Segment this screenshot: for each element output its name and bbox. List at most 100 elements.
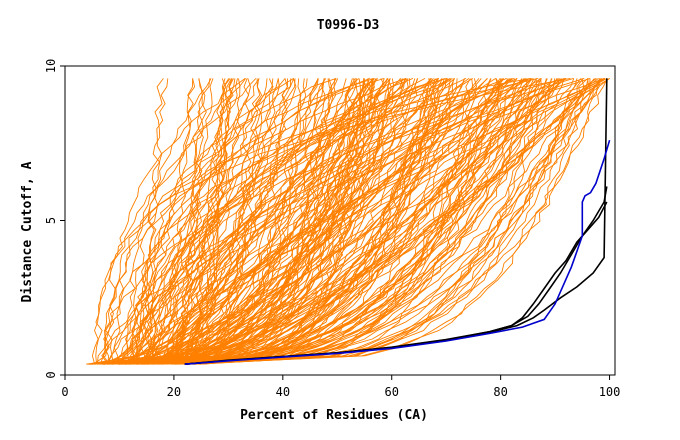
orange-curve (191, 78, 288, 365)
x-tick-label: 20 (167, 385, 181, 399)
orange-curve (138, 78, 263, 365)
orange-curve (147, 78, 560, 365)
orange-curve (202, 78, 455, 365)
orange-curve (126, 78, 194, 365)
orange-curve (185, 78, 499, 365)
x-axis-ticks: 0 20 40 60 80 100 (61, 375, 620, 399)
x-tick-label: 60 (385, 385, 399, 399)
orange-curve (153, 78, 426, 365)
orange-curve (146, 78, 589, 365)
chart-title: T0996-D3 (317, 18, 380, 33)
orange-curve (162, 78, 233, 365)
orange-curve (121, 78, 449, 365)
orange-curve (99, 78, 247, 365)
orange-curve (134, 77, 370, 365)
orange-curve (174, 77, 566, 365)
orange-curve (92, 78, 226, 365)
orange-curve (99, 78, 416, 365)
orange-curve (118, 78, 389, 365)
x-tick-label: 100 (599, 385, 621, 399)
orange-curve (194, 78, 552, 365)
orange-curve (154, 78, 409, 365)
orange-curve (86, 78, 375, 365)
orange-curve (116, 78, 250, 365)
orange-curve (150, 78, 407, 365)
orange-curve (188, 78, 591, 365)
y-tick-label: 0 (44, 371, 58, 378)
orange-curve (133, 78, 411, 365)
orange-curve (101, 77, 414, 365)
orange-curve (102, 78, 169, 365)
orange-curve (109, 78, 526, 365)
orange-curve (104, 78, 542, 365)
orange-curve (136, 78, 608, 365)
orange-curve (136, 78, 365, 365)
orange-curve (189, 78, 288, 365)
orange-curve (96, 77, 518, 365)
orange-curve (180, 78, 528, 365)
orange-curve (150, 77, 507, 365)
orange-curve (144, 78, 542, 365)
orange-curve (183, 78, 365, 365)
orange-curve (138, 78, 365, 365)
orange-curve (86, 78, 585, 365)
orange-curve (102, 78, 601, 365)
orange-curve (112, 78, 203, 365)
orange-curve (153, 78, 359, 365)
orange-curve (178, 78, 214, 365)
x-axis-label: Percent of Residues (CA) (240, 408, 428, 423)
orange-curve (146, 78, 297, 365)
orange-curve (111, 78, 537, 365)
orange-curve (144, 78, 274, 365)
orange-curve (174, 78, 308, 365)
orange-curve (118, 78, 589, 365)
orange-curve (140, 78, 471, 365)
orange-curve (106, 78, 516, 365)
orange-curve (178, 78, 480, 365)
orange-curve (192, 78, 548, 365)
orange-curve (125, 78, 555, 365)
orange-curve (130, 77, 337, 365)
y-axis-ticks: 0 5 10 (44, 59, 65, 379)
x-tick-label: 0 (61, 385, 68, 399)
orange-curve (151, 78, 537, 365)
y-tick-label: 5 (44, 217, 58, 224)
orange-curve (105, 78, 246, 365)
x-tick-label: 40 (276, 385, 290, 399)
orange-curve (140, 77, 375, 365)
orange-curve (90, 78, 369, 365)
orange-curve (193, 78, 404, 365)
orange-curve (92, 78, 319, 365)
orange-curve (131, 77, 446, 365)
orange-curve (145, 78, 294, 365)
orange-background-curves (86, 77, 610, 365)
highlighted-series (184, 78, 611, 365)
orange-curve (104, 78, 447, 365)
orange-curve (149, 77, 605, 365)
orange-curve (126, 78, 565, 365)
orange-curve (176, 78, 606, 365)
orange-curve (166, 78, 473, 365)
orange-curve (101, 78, 367, 365)
orange-curve (89, 78, 584, 365)
orange-curve (137, 77, 539, 365)
orange-curve (124, 78, 595, 365)
orange-curve (133, 78, 597, 365)
orange-curve (113, 78, 575, 365)
orange-curve (122, 78, 505, 365)
orange-curve (175, 78, 326, 365)
x-tick-label: 80 (493, 385, 507, 399)
orange-curve (102, 78, 558, 365)
orange-curve (92, 78, 260, 365)
orange-curve (128, 78, 458, 365)
highlighted-series-line-4 (184, 139, 611, 365)
orange-curve (175, 78, 211, 365)
orange-curve (188, 78, 503, 365)
orange-curve (118, 78, 455, 365)
orange-curve (103, 78, 337, 365)
orange-curve (167, 78, 406, 365)
orange-curve (145, 78, 451, 365)
orange-curve (138, 77, 439, 365)
orange-curve (137, 78, 602, 365)
